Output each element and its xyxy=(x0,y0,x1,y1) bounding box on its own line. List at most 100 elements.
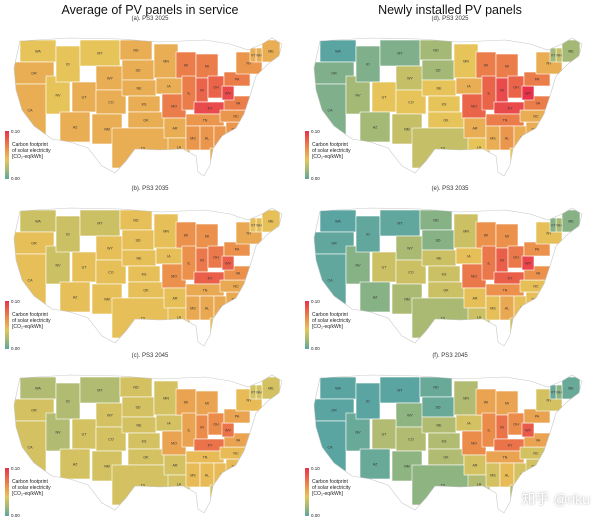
state-fl xyxy=(209,147,241,175)
state-label-ar: AR xyxy=(473,464,478,468)
legend-min-tick: 0.00 xyxy=(311,346,320,351)
us-map-e: WA OR CA NV ID MT WY UT AZ CO NM ND SD NE KS OK TX MN IA MO… xyxy=(313,207,583,347)
state-label-wy: WY xyxy=(407,77,413,81)
state-label-oh: OH xyxy=(513,256,519,260)
state-label-mn: MN xyxy=(463,230,469,234)
state-label-ia: IA xyxy=(167,255,171,259)
state-label-mt: MT xyxy=(397,222,403,226)
state-mt xyxy=(379,209,421,237)
state-label-tn: TN xyxy=(203,456,208,460)
state-label-va: VA xyxy=(536,439,541,443)
legend-max-tick: 0.10 xyxy=(311,129,320,134)
map-panel-e: WA OR CA NV ID MT WY UT AZ CO NM ND SD NE KS OK TX MN IA MO… xyxy=(300,186,600,358)
legend-min-tick: 0.00 xyxy=(11,346,20,351)
state-label-pa: PA xyxy=(235,78,240,82)
state-label-tn: TN xyxy=(503,119,508,123)
state-mn xyxy=(453,213,479,249)
state-label-oh: OH xyxy=(513,86,519,90)
state-wy xyxy=(395,402,425,428)
state-label-pa: PA xyxy=(535,415,540,419)
state-label-mi: MI xyxy=(505,235,509,239)
us-outline xyxy=(13,37,283,177)
state-label-ne: NE xyxy=(437,87,443,91)
legend-max-tick: 0.10 xyxy=(11,299,20,304)
state-label-wi: WI xyxy=(484,234,488,238)
state-label-nd: ND xyxy=(133,219,139,223)
state-label-va: VA xyxy=(536,102,541,106)
state-label-la: LA xyxy=(477,146,482,150)
us-map-f: WA OR CA NV ID MT WY UT AZ CO NM ND SD NE KS OK TX MN IA MO… xyxy=(313,374,583,514)
state-label-ne: NE xyxy=(137,257,143,261)
state-label-ms: MS xyxy=(490,307,496,311)
state-fl xyxy=(509,147,541,175)
state-label-mt: MT xyxy=(97,222,103,226)
panel-title-a: (a). PS3 2025 xyxy=(131,16,169,22)
state-label-ks: KS xyxy=(142,440,147,444)
map-panel-f: WA OR CA NV ID MT WY UT AZ CO NM ND SD NE KS OK TX MN IA MO… xyxy=(300,353,600,525)
state-label-tx: TX xyxy=(441,484,446,488)
state-label-nc: NC xyxy=(533,115,539,119)
state-label-mn: MN xyxy=(163,60,169,64)
state-label-ia: IA xyxy=(467,85,471,89)
legend-min-tick: 0.00 xyxy=(311,176,320,181)
state-az xyxy=(359,111,391,143)
state-label-co: CO xyxy=(108,271,114,275)
legend-colorbar xyxy=(305,468,309,516)
state-id xyxy=(355,45,381,83)
state-label-id: ID xyxy=(366,400,370,404)
us-outline xyxy=(13,207,283,347)
state-label-ky: KY xyxy=(508,107,513,111)
state-nv xyxy=(45,75,71,115)
state-label-tx: TX xyxy=(141,147,146,151)
state-label-nm: NM xyxy=(104,465,110,469)
state-label-ky: KY xyxy=(508,277,513,281)
state-label-nc: NC xyxy=(233,115,239,119)
state-label-wv: WV xyxy=(225,262,231,266)
state-label-nd: ND xyxy=(133,386,139,390)
state-label-me: ME xyxy=(268,387,274,391)
state-label-ca: CA xyxy=(28,109,34,113)
state-label-al: AL xyxy=(505,307,509,311)
state-label-tx: TX xyxy=(441,317,446,321)
state-label-wy: WY xyxy=(407,247,413,251)
legend-colorbar xyxy=(305,301,309,349)
state-label-az: AZ xyxy=(373,126,378,130)
state-label-or: OR xyxy=(331,409,337,413)
map-panel-c: WA OR CA NV ID MT WY UT AZ CO NM ND SD NE KS OK TX MN IA MO… xyxy=(0,353,300,525)
state-label-in: IN xyxy=(200,426,204,430)
state-label-az: AZ xyxy=(373,463,378,467)
state-label-ne: NE xyxy=(437,257,443,261)
legend-max-tick: 0.10 xyxy=(311,299,320,304)
state-label-mi: MI xyxy=(205,65,209,69)
state-label-me: ME xyxy=(568,220,574,224)
state-label-fl: FL xyxy=(223,330,227,334)
state-label-ne: NE xyxy=(437,424,443,428)
state-label-ar: AR xyxy=(473,127,478,131)
legend-f: 0.10 0.00 Carbon footprint of solar electri… xyxy=(303,465,363,521)
state-label-sd: SD xyxy=(136,69,141,73)
state-label-in: IN xyxy=(200,89,204,93)
state-ut xyxy=(71,251,97,283)
state-mn xyxy=(153,213,179,249)
state-label-nc: NC xyxy=(233,452,239,456)
state-label-nh: NH xyxy=(556,391,562,395)
legend-label: Carbon footprint of solar electricity [CO₂… xyxy=(12,312,51,330)
state-label-vt: VT xyxy=(551,391,556,395)
state-label-ut: UT xyxy=(82,433,88,437)
legend-e: 0.10 0.00 Carbon footprint of solar electri… xyxy=(303,298,363,354)
state-label-wy: WY xyxy=(407,414,413,418)
state-label-ar: AR xyxy=(173,464,178,468)
us-map-a: WA OR CA NV ID MT WY UT AZ CO NM ND SD NE KS OK TX MN IA MO… xyxy=(13,37,283,177)
state-label-nd: ND xyxy=(133,49,139,53)
state-mn xyxy=(453,43,479,79)
state-label-oh: OH xyxy=(513,423,519,427)
state-label-al: AL xyxy=(205,474,209,478)
state-label-nd: ND xyxy=(433,49,439,53)
state-label-tn: TN xyxy=(503,456,508,460)
state-label-nh: NH xyxy=(556,54,562,58)
state-label-mi: MI xyxy=(505,65,509,69)
state-label-wa: WA xyxy=(35,387,41,391)
state-label-nc: NC xyxy=(533,285,539,289)
legend-label: Carbon footprint of solar electricity [CO₂… xyxy=(312,479,351,497)
state-label-al: AL xyxy=(205,307,209,311)
